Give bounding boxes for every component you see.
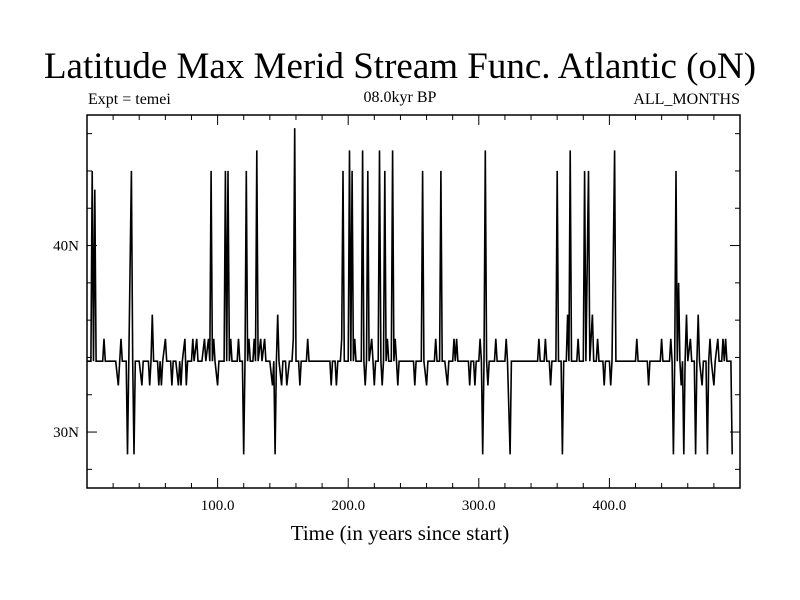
chart-title: Latitude Max Merid Stream Func. Atlantic… bbox=[43, 46, 757, 87]
series-line bbox=[87, 128, 733, 455]
period-label: 08.0kyr BP bbox=[363, 89, 437, 106]
x-tick-label: 300.0 bbox=[462, 498, 496, 514]
x-tick-label: 100.0 bbox=[201, 498, 235, 514]
series-group bbox=[87, 128, 733, 455]
axes-group: 100.0 200.0 300.0 400.0 30N 40N bbox=[53, 115, 740, 514]
x-tick-label: 200.0 bbox=[331, 498, 365, 514]
x-tick-label: 400.0 bbox=[593, 498, 627, 514]
months-label: ALL_MONTHS bbox=[633, 91, 740, 108]
experiment-label: Expt = temei bbox=[88, 91, 171, 108]
x-axis-label: Time (in years since start) bbox=[290, 521, 510, 545]
y-tick-label: 30N bbox=[53, 425, 79, 441]
plot-frame bbox=[86, 114, 741, 489]
y-tick-label: 40N bbox=[53, 239, 79, 255]
